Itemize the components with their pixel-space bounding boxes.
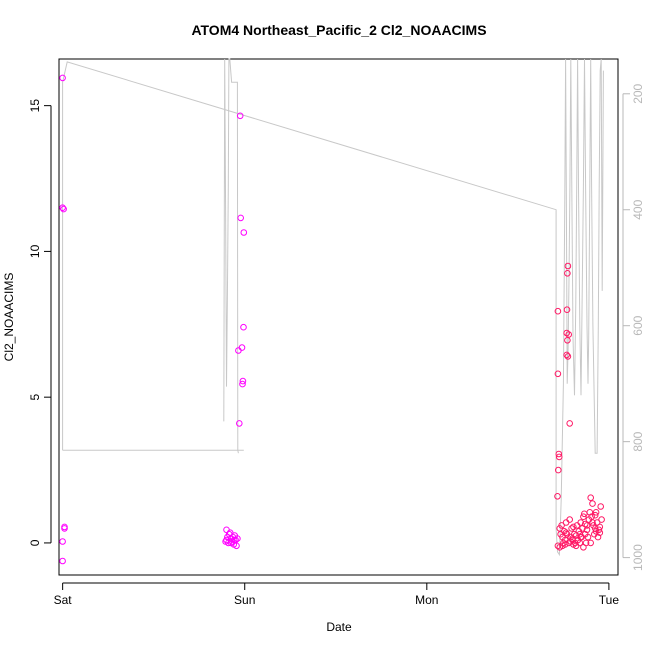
- data-point: [570, 523, 577, 531]
- data-point: [554, 542, 562, 550]
- data-point: [59, 74, 66, 82]
- x-axis-label: Date: [326, 620, 352, 634]
- data-point: [587, 539, 595, 547]
- data-point: [234, 535, 241, 542]
- data-point: [555, 450, 563, 458]
- data-point: [594, 533, 602, 541]
- data-point: [569, 535, 576, 542]
- y-axis-label: Cl2_NOAACIMS: [2, 273, 16, 362]
- x-tick-label: Sat: [54, 593, 73, 607]
- data-point: [236, 112, 244, 120]
- series-line-1: [62, 58, 604, 557]
- data-point: [577, 533, 585, 541]
- data-point: [596, 523, 604, 531]
- data-point: [598, 516, 605, 523]
- chart-title: ATOM4 Northeast_Pacific_2 Cl2_NOAACIMS: [191, 22, 486, 38]
- data-point: [561, 541, 569, 548]
- data-point: [240, 323, 247, 331]
- right-tick-label: 400: [631, 199, 645, 219]
- data-point: [239, 380, 246, 388]
- data-point: [555, 466, 562, 474]
- data-point: [566, 420, 574, 427]
- data-point: [562, 529, 570, 537]
- data-point: [224, 533, 231, 541]
- data-point: [597, 503, 605, 510]
- data-point: [592, 509, 600, 516]
- data-point: [61, 525, 68, 532]
- y-tick-label: 15: [28, 99, 42, 113]
- data-point: [59, 204, 66, 211]
- y-tick-label: 5: [28, 394, 42, 401]
- x-tick-label: Tue: [599, 593, 620, 607]
- data-point: [564, 262, 572, 270]
- data-point: [555, 453, 563, 461]
- data-point: [230, 536, 238, 544]
- data-point: [577, 519, 585, 526]
- data-point: [564, 353, 572, 360]
- y-axis-right: 200 400 600 800 1000: [622, 83, 645, 571]
- data-point: [554, 370, 562, 378]
- data-point: [233, 542, 240, 550]
- y-tick-label: 10: [28, 244, 42, 258]
- data-point: [580, 544, 587, 551]
- data-point: [584, 533, 592, 541]
- data-point: [564, 270, 571, 277]
- data-point: [573, 522, 581, 529]
- x-tick-label: Sun: [234, 593, 255, 607]
- data-point: [562, 519, 570, 526]
- data-point: [563, 329, 571, 337]
- data-point: [59, 557, 66, 565]
- y-axis-left: 0 5 10 15: [28, 99, 52, 546]
- data-point: [591, 525, 599, 532]
- data-point: [235, 347, 242, 354]
- data-point: [580, 513, 587, 521]
- data-points: [59, 74, 605, 565]
- data-point: [591, 511, 599, 519]
- pressure-lines: [62, 58, 604, 557]
- series-line-3: [223, 58, 239, 454]
- data-point: [595, 526, 603, 534]
- data-point: [586, 509, 594, 516]
- data-point: [237, 214, 244, 222]
- data-point: [572, 542, 580, 550]
- right-tick-label: 600: [631, 315, 645, 335]
- data-point: [589, 500, 596, 507]
- data-point: [240, 229, 248, 236]
- plot-frame: [58, 58, 619, 576]
- data-point: [589, 519, 596, 526]
- right-tick-label: 1000: [631, 544, 645, 571]
- data-point: [558, 522, 565, 529]
- data-point: [576, 530, 584, 538]
- x-axis: Sat Sun Mon Tue: [54, 582, 620, 607]
- data-point: [583, 522, 591, 529]
- data-point: [563, 351, 571, 359]
- data-point: [565, 331, 573, 338]
- data-point: [239, 377, 247, 385]
- data-point: [583, 526, 591, 534]
- data-point: [581, 520, 589, 528]
- data-point: [60, 205, 67, 213]
- data-point: [59, 538, 66, 545]
- data-point: [236, 420, 243, 427]
- data-point: [563, 306, 571, 314]
- y-tick-label: 0: [28, 539, 42, 546]
- data-point: [238, 344, 246, 351]
- data-point: [554, 307, 562, 315]
- data-point: [566, 516, 574, 523]
- data-point: [554, 493, 561, 500]
- data-point: [587, 494, 595, 502]
- data-point: [568, 525, 575, 532]
- right-tick-label: 800: [631, 431, 645, 451]
- right-tick-label: 200: [631, 83, 645, 103]
- x-tick-label: Mon: [415, 593, 438, 607]
